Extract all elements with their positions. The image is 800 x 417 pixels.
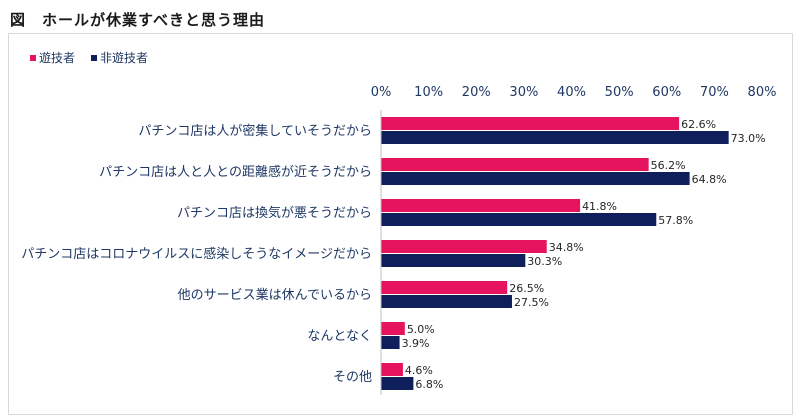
category-label: パチンコ店は人と人との距離感が近そうだから	[99, 164, 372, 180]
category-label: パチンコ店は人が密集していそうだから	[138, 123, 372, 139]
bar-non-player	[381, 213, 657, 226]
bar-player	[381, 240, 547, 253]
x-tick-label: 40%	[557, 85, 586, 100]
data-label: 62.6%	[681, 118, 716, 131]
x-axis-ticks: 0% 10% 20% 30% 40% 50% 60% 70% 80%	[371, 85, 777, 100]
data-label: 27.5%	[514, 296, 549, 309]
category-labels: パチンコ店は人が密集していそうだからパチンコ店は人と人との距離感が近そうだからパ…	[21, 123, 372, 385]
legend-swatch-1	[91, 55, 97, 61]
category-label: パチンコ店はコロナウイルスに感染しそうなイメージだから	[21, 246, 372, 262]
bar-non-player	[381, 377, 414, 390]
bar-player	[381, 363, 403, 376]
bar-player	[381, 199, 581, 212]
data-label: 64.8%	[692, 173, 727, 186]
bar-player	[381, 117, 680, 130]
legend-swatch-0	[30, 55, 36, 61]
legend-label-0: 遊技者	[39, 50, 75, 65]
bar-player	[381, 158, 649, 171]
data-label: 41.8%	[582, 200, 617, 213]
bar-non-player	[381, 172, 690, 185]
data-label: 26.5%	[509, 282, 544, 295]
data-label: 73.0%	[731, 132, 766, 145]
data-label: 3.9%	[402, 337, 430, 350]
data-label: 4.6%	[405, 364, 433, 377]
x-tick-label: 70%	[700, 85, 729, 100]
x-tick-label: 10%	[414, 85, 443, 100]
legend: 遊技者 非遊技者	[30, 50, 148, 65]
bar-non-player	[381, 295, 512, 308]
category-label: パチンコ店は換気が悪そうだから	[177, 205, 372, 221]
x-tick-label: 0%	[371, 85, 392, 100]
x-tick-label: 60%	[652, 85, 681, 100]
category-label: 他のサービス業は休んでいるから	[178, 287, 372, 303]
x-tick-label: 30%	[509, 85, 538, 100]
data-labels: 62.6% 73.0% 56.2% 64.8% 41.8% 57.8% 34.8%30.3%…	[402, 118, 766, 391]
data-label: 6.8%	[415, 378, 443, 391]
data-label: 5.0%	[407, 323, 435, 336]
figure-title: 図 ホールが休業すべきと思う理由	[10, 11, 265, 29]
category-label: その他	[333, 370, 372, 385]
x-tick-label: 20%	[462, 85, 491, 100]
bars	[381, 117, 729, 390]
bar-player	[381, 281, 508, 294]
legend-label-1: 非遊技者	[100, 50, 148, 65]
data-label: 30.3%	[527, 255, 562, 268]
x-tick-label: 50%	[605, 85, 634, 100]
data-label: 56.2%	[651, 159, 686, 172]
data-label: 57.8%	[658, 214, 693, 227]
bar-non-player	[381, 131, 729, 144]
bar-non-player	[381, 254, 526, 267]
bar-non-player	[381, 336, 400, 349]
x-tick-label: 80%	[748, 85, 777, 100]
data-label: 34.8%	[549, 241, 584, 254]
category-label: なんとなく	[307, 329, 372, 344]
bar-player	[381, 322, 405, 335]
